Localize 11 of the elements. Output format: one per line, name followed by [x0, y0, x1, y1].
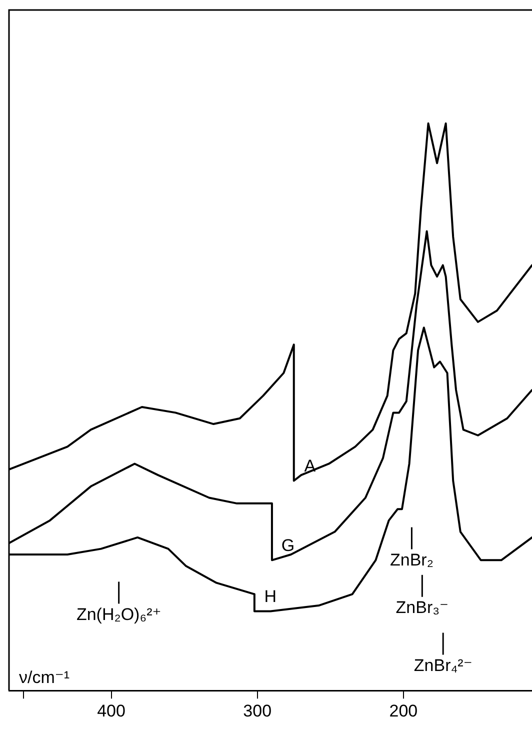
- x-axis-title: ν/cm⁻¹: [19, 668, 70, 687]
- x-tick-label: 400: [97, 701, 126, 720]
- annotation: ZnBr₃⁻: [396, 598, 449, 618]
- annotation: ZnBr₄²⁻: [414, 656, 472, 675]
- series-label: H: [264, 586, 277, 606]
- series-label: G: [281, 536, 295, 555]
- annotation: ZnBr₂: [390, 550, 434, 570]
- series-label: A: [304, 456, 316, 476]
- x-tick-label: 300: [243, 701, 272, 720]
- annotation: Zn(H₂O)₆²⁺: [76, 604, 162, 624]
- x-tick-label: 200: [389, 701, 418, 720]
